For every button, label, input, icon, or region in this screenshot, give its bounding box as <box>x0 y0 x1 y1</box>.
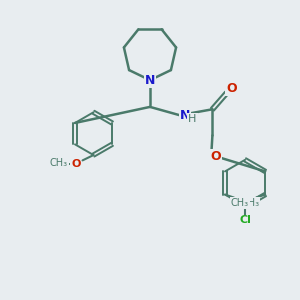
Text: O: O <box>210 150 221 163</box>
Text: O: O <box>226 82 237 95</box>
Text: Cl: Cl <box>239 215 251 225</box>
Text: N: N <box>180 109 190 122</box>
Text: CH₃: CH₃ <box>241 198 260 208</box>
Text: CH₃: CH₃ <box>50 158 68 168</box>
Text: O: O <box>71 159 80 169</box>
Text: N: N <box>145 74 155 87</box>
Text: H: H <box>188 114 197 124</box>
Text: CH₃: CH₃ <box>231 198 249 208</box>
